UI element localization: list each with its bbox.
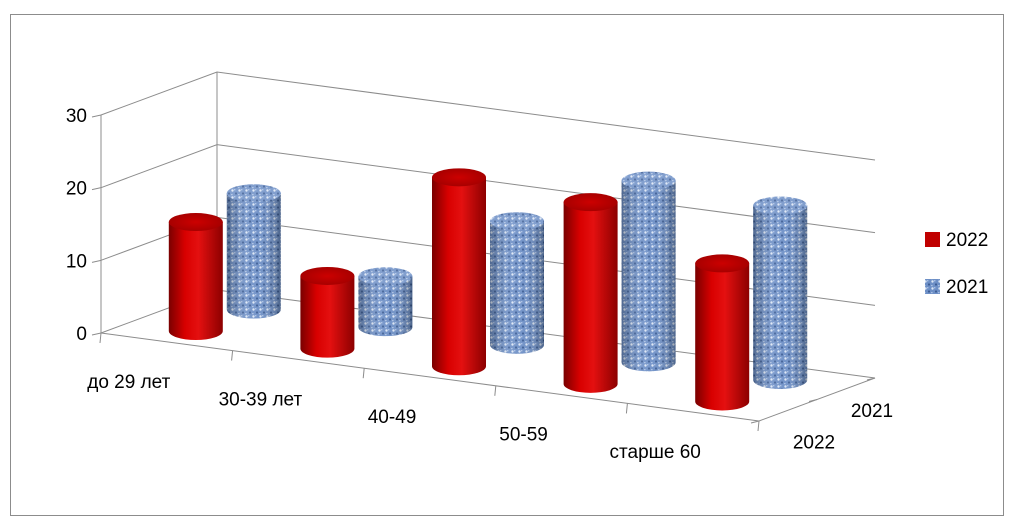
x-tick-mark bbox=[757, 420, 760, 432]
bar-shade bbox=[621, 180, 676, 372]
bar-2021-3 bbox=[621, 171, 676, 372]
bar-2022-0 bbox=[168, 213, 223, 341]
legend-label: 2021 bbox=[946, 277, 988, 298]
x-tick-label: старше 60 bbox=[610, 442, 701, 463]
bar-top bbox=[168, 213, 223, 232]
bar-top bbox=[753, 196, 808, 215]
bar-2021-0 bbox=[226, 184, 281, 319]
bar-shade bbox=[753, 205, 808, 389]
bar-shade bbox=[490, 221, 544, 354]
bar-top bbox=[563, 193, 618, 212]
bar-top bbox=[226, 184, 281, 203]
bar-top-highlight bbox=[490, 212, 544, 231]
x-tick-mark bbox=[362, 368, 365, 379]
x-tick-label: до 29 лет bbox=[87, 372, 170, 393]
bar-2022-2 bbox=[432, 168, 486, 376]
bar-body bbox=[432, 177, 486, 376]
bar-top bbox=[432, 168, 486, 187]
y-tick-label: 10 bbox=[66, 251, 87, 272]
y-tick-mark bbox=[91, 259, 102, 263]
bar-body bbox=[168, 222, 223, 341]
y-tick-label: 0 bbox=[76, 324, 87, 345]
axis-labels: 0 10 20 30 до 29 лет 30-39 лет 40-49 50-59 старш… bbox=[66, 106, 893, 463]
y-tick-mark bbox=[91, 114, 102, 118]
bar-2022-3 bbox=[563, 193, 618, 393]
bar-top bbox=[490, 212, 544, 231]
legend-swatch bbox=[925, 232, 940, 247]
x-tick-mark bbox=[625, 403, 628, 414]
chart-legend: 2022 2021 bbox=[925, 230, 988, 298]
depth-tick-label: 2021 bbox=[851, 401, 893, 422]
y-tick-mark bbox=[91, 187, 102, 191]
x-tick-label: 50-59 bbox=[499, 425, 548, 446]
bar-top bbox=[300, 266, 355, 285]
bar-2021-4 bbox=[753, 196, 808, 389]
bar-body bbox=[300, 275, 355, 358]
bar-top-highlight bbox=[358, 267, 413, 286]
bar-2022-1 bbox=[300, 266, 355, 358]
y-tick-label: 20 bbox=[66, 179, 87, 200]
x-tick-label: 40-49 bbox=[368, 407, 417, 428]
bar-shade bbox=[358, 276, 413, 337]
y-tick-label: 30 bbox=[66, 106, 87, 127]
depth-tick-mark bbox=[750, 420, 760, 424]
bar-top-highlight bbox=[226, 184, 281, 203]
x-tick-mark bbox=[231, 350, 234, 361]
x-tick-label: 30-39 лет bbox=[219, 389, 303, 410]
bar-top bbox=[695, 254, 750, 273]
bar-2021-1 bbox=[358, 267, 413, 337]
bar-2022-4 bbox=[695, 254, 750, 411]
x-axis-line bbox=[100, 332, 760, 422]
x-tick-mark bbox=[494, 385, 497, 396]
depth-tick-label: 2022 bbox=[793, 432, 835, 453]
legend-label: 2022 bbox=[946, 230, 988, 251]
bar-body bbox=[695, 263, 750, 411]
bar-top bbox=[621, 171, 676, 190]
bar-top bbox=[358, 267, 413, 286]
chart-bars bbox=[168, 168, 808, 411]
bar-shade bbox=[226, 193, 281, 319]
legend-swatch bbox=[925, 279, 940, 294]
depth-tick-mark bbox=[866, 377, 876, 381]
depth-tick-mark bbox=[808, 399, 818, 402]
bar-body bbox=[563, 202, 618, 393]
bar-top-highlight bbox=[621, 171, 676, 190]
bar-2021-2 bbox=[490, 212, 544, 354]
x-tick-mark bbox=[99, 332, 102, 344]
y-tick-mark bbox=[91, 332, 102, 336]
bar-top-highlight bbox=[753, 196, 808, 215]
